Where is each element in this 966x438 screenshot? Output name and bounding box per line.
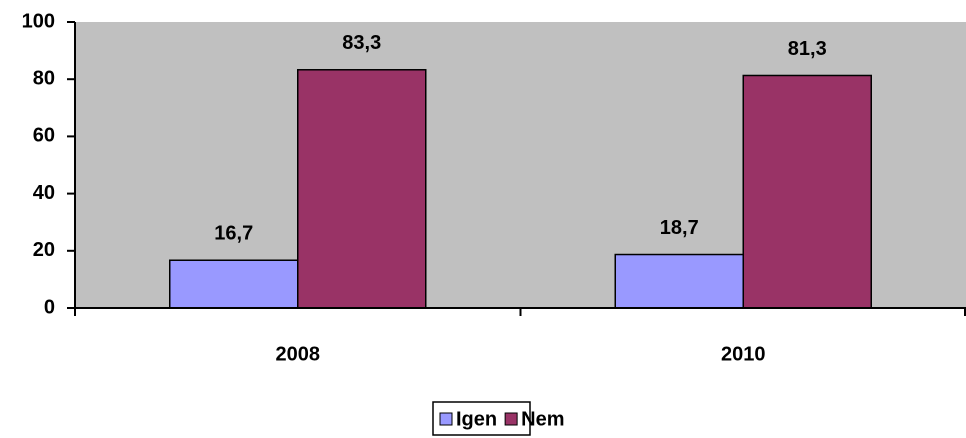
value-label: 83,3 [342,32,381,54]
value-label: 16,7 [214,223,253,245]
y-tick-label: 20 [33,239,55,261]
legend-label: Igen [456,408,497,430]
y-tick-label: 0 [44,296,55,318]
bar [614,253,744,309]
y-tick-label: 80 [33,67,55,89]
y-tick-label: 100 [22,10,55,32]
bar [742,74,872,309]
y-tick-label: 40 [33,182,55,204]
y-tick-label: 60 [33,125,55,147]
x-tick-label: 2010 [721,343,766,365]
legend-swatch [439,412,453,426]
value-label: 81,3 [788,38,827,60]
legend-swatch [504,412,518,426]
x-tick-label: 2008 [276,343,321,365]
legend-label: Nem [521,408,564,430]
bar [169,259,299,309]
bar [297,69,427,309]
value-label: 18,7 [660,217,699,239]
